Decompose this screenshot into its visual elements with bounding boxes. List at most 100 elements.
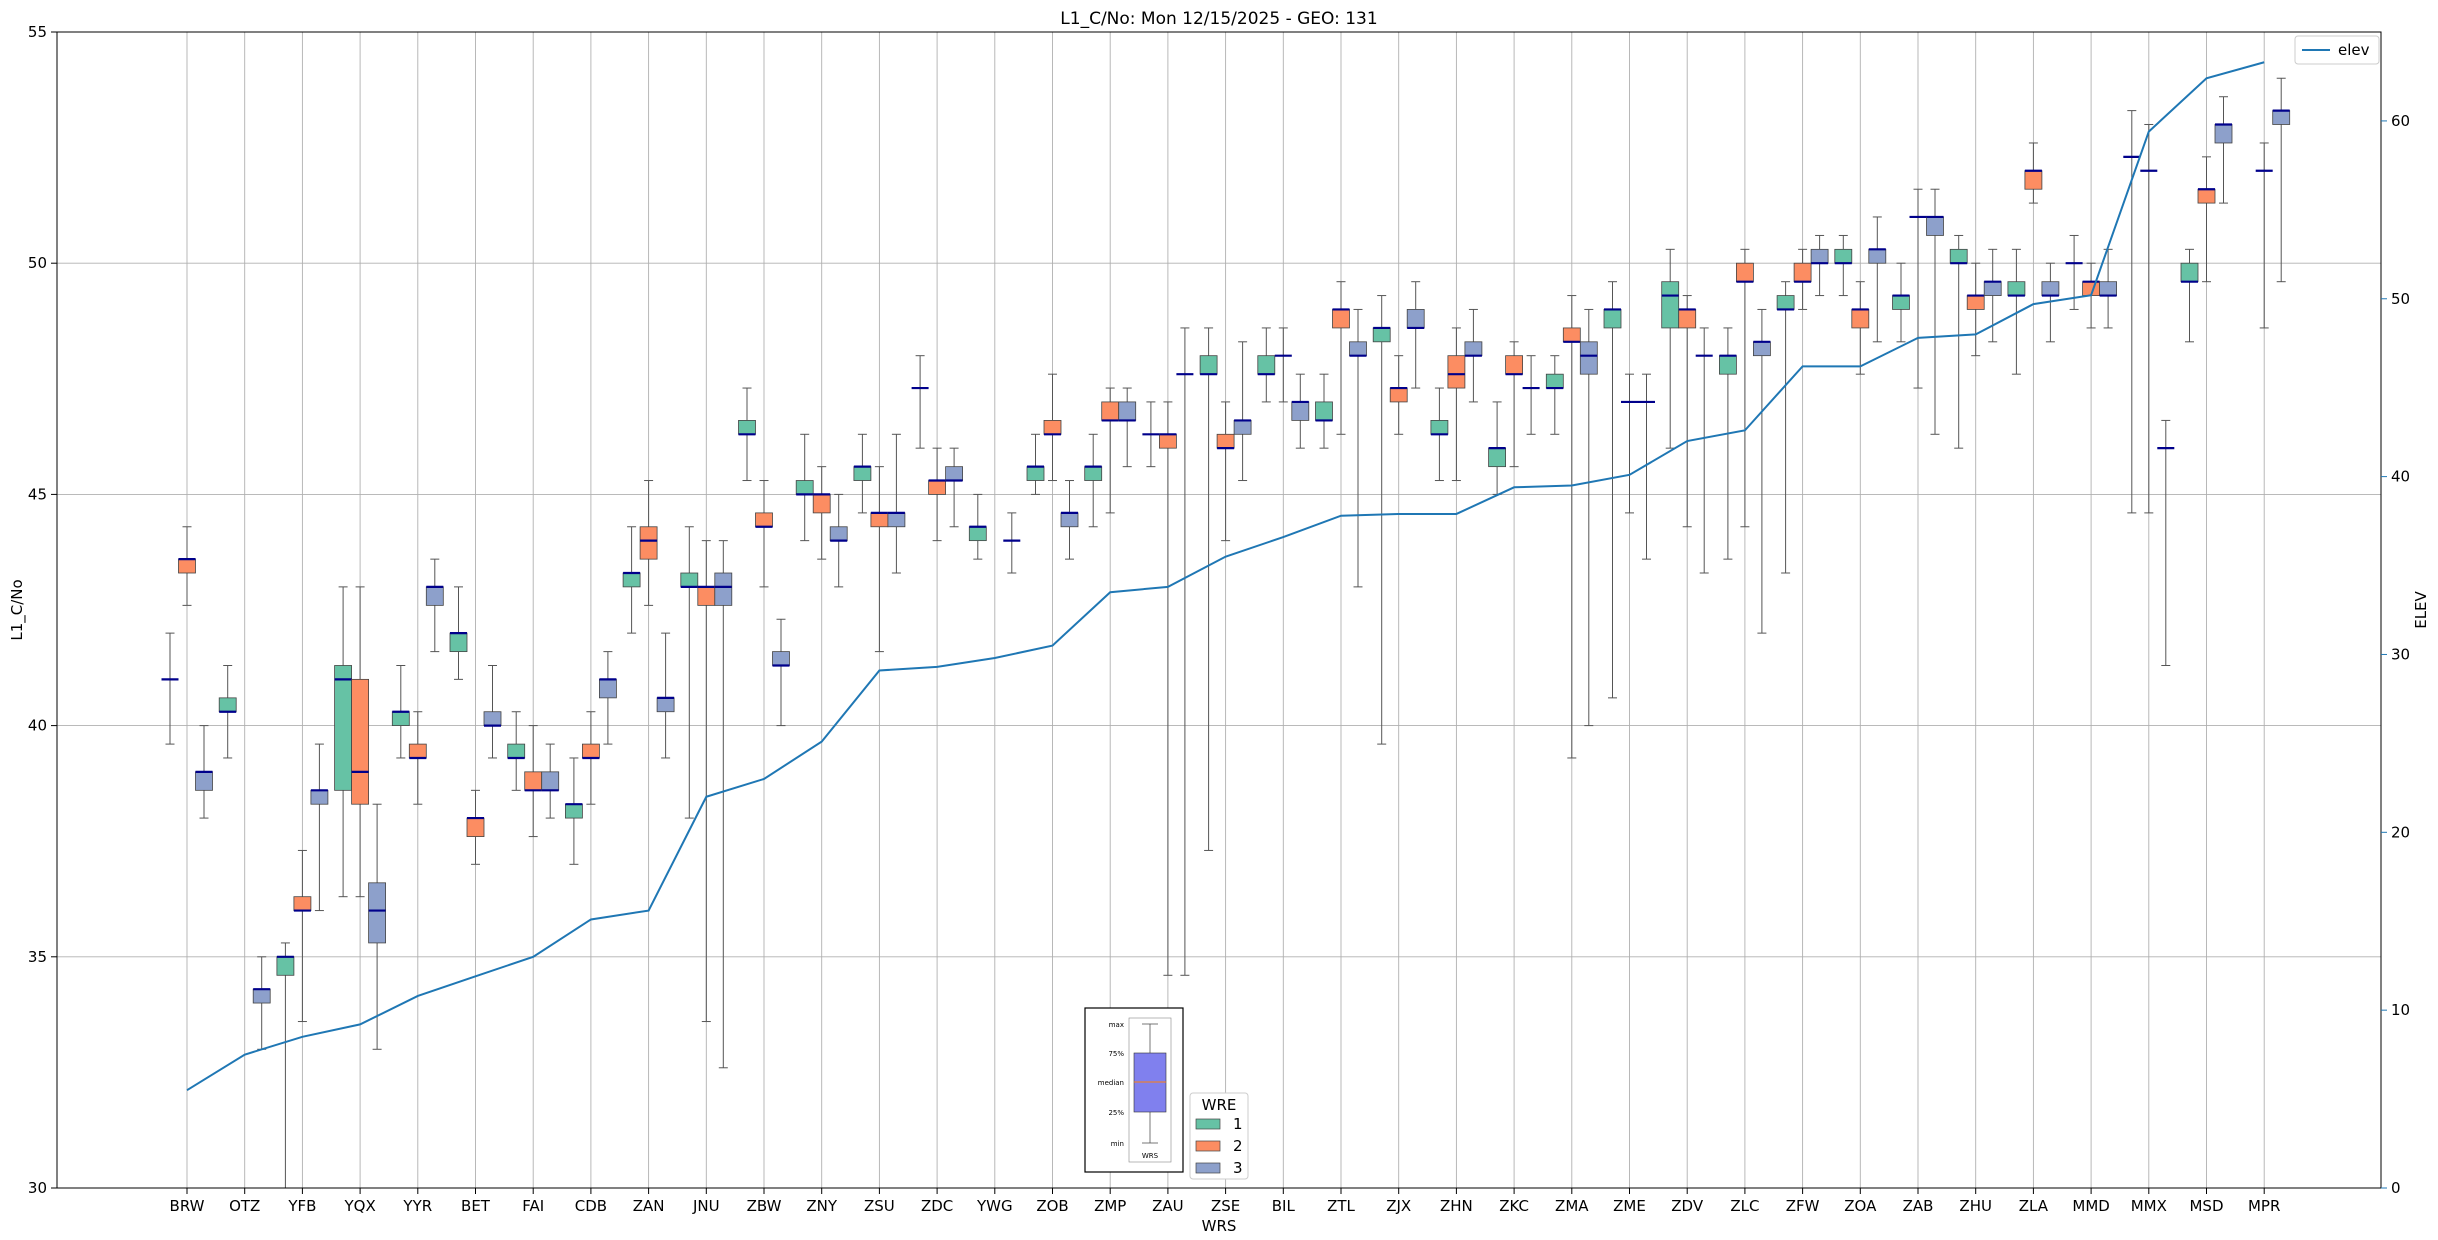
box-ZAN-wre-2: [639, 480, 658, 606]
box-key-label-median: median: [1098, 1079, 1124, 1087]
x-tick-label: BET: [461, 1197, 491, 1215]
box-body: [1488, 447, 1506, 468]
box-ZLA-wre-2: [2024, 142, 2043, 204]
elev-line: [186, 61, 2265, 1092]
box-body: [1776, 295, 1795, 310]
box-ZSU-wre-3: [887, 433, 906, 574]
box-YWG-wre-1: [968, 493, 987, 560]
y-axis-label: L1_C/No: [8, 579, 27, 640]
box-ZSU-wre-1: [853, 433, 872, 514]
y2-tick-label: 10: [2391, 1001, 2410, 1019]
x-axis-label: WRS: [1202, 1217, 1237, 1235]
x-tick-label: YYR: [402, 1197, 432, 1215]
box-body: [541, 771, 560, 791]
box-body: [1101, 401, 1120, 421]
box-ZAB-wre-1: [1892, 262, 1910, 343]
y-tick-label: 40: [28, 717, 47, 735]
box-ZHN-wre-2: [1447, 327, 1466, 482]
box-ZNY-wre-3: [829, 493, 848, 588]
box-YYR-wre-3: [425, 558, 444, 653]
box-ZLC-wre-2: [1736, 248, 1754, 528]
box-body: [1793, 262, 1812, 283]
x-tick-label: ZFW: [1786, 1197, 1820, 1215]
box-ZLA-wre-1: [2007, 248, 2026, 375]
box-body: [1315, 401, 1333, 421]
box-OTZ-wre-3: [252, 956, 271, 1050]
box-ZSE-wre-2: [1216, 401, 1235, 542]
box-ZME-wre-1: [1603, 281, 1622, 699]
box-body: [334, 665, 353, 791]
box-ZHU-wre-3: [1983, 248, 2002, 343]
box-ZMP-wre-3: [1118, 387, 1137, 468]
box-ZLA-wre-3: [2041, 262, 2060, 343]
box-body: [1430, 420, 1449, 435]
x-tick-label: ZKC: [1499, 1197, 1529, 1215]
wre-legend-label-3: 3: [1233, 1159, 1243, 1177]
box-CDB-wre-2: [582, 711, 600, 805]
box-body: [425, 586, 444, 606]
box-body: [310, 789, 329, 805]
x-tick-label: BIL: [1272, 1197, 1296, 1215]
x-tick-label: OTZ: [229, 1197, 260, 1215]
box-ZDC-wre-1: [911, 355, 929, 449]
box-ZDV-wre-2: [1678, 295, 1697, 528]
box-key-caption: WRS: [1142, 1152, 1159, 1160]
x-axis: BRW OTZ YFB YQX YYR BET FAI CDB ZAN JNU ZBW ZNY ZSU Z…: [170, 1188, 2280, 1215]
box-ZHU-wre-1: [1949, 234, 1968, 449]
x-tick-label: ZTL: [1327, 1197, 1355, 1215]
x-tick-label: MPR: [2248, 1197, 2280, 1215]
box-body: [928, 480, 946, 495]
box-ZMA-wre-1: [1545, 355, 1564, 435]
box-body: [2099, 281, 2118, 296]
box-MSD-wre-1: [2180, 248, 2199, 343]
box-YQX-wre-2: [351, 586, 370, 898]
box-ZAU-wre-3: [1176, 327, 1194, 976]
y-tick-label: 55: [28, 23, 47, 41]
box-BIL-wre-2: [1274, 327, 1292, 403]
x-tick-label: ZME: [1613, 1197, 1646, 1215]
box-body: [1159, 433, 1177, 449]
box-body: [507, 743, 526, 759]
box-body: [1562, 327, 1581, 343]
box-ZAB-wre-2: [1909, 188, 1927, 389]
box-ZSE-wre-3: [1233, 341, 1252, 482]
elev-legend: elev: [2294, 35, 2380, 65]
box-body: [1983, 281, 2002, 296]
box-body: [1233, 420, 1252, 435]
box-body: [795, 480, 814, 495]
box-MMX-wre-1: [2123, 110, 2141, 514]
y-tick-label: 45: [28, 485, 47, 503]
box-ZMP-wre-2: [1101, 387, 1120, 514]
box-ZLC-wre-1: [1719, 327, 1737, 560]
box-body: [276, 956, 295, 976]
box-body: [1603, 309, 1622, 329]
x-tick-label: ZAB: [1903, 1197, 1934, 1215]
box-body: [2272, 110, 2291, 125]
box-body: [887, 512, 906, 528]
box-ZJX-wre-3: [1406, 281, 1425, 389]
x-tick-label: MMD: [2072, 1197, 2109, 1215]
box-body: [408, 743, 427, 759]
box-key-label-q3: 75%: [1108, 1050, 1124, 1058]
y2-tick-label: 30: [2391, 645, 2410, 663]
box-ZAB-wre-3: [1926, 188, 1944, 435]
box-body: [178, 558, 196, 574]
box-body: [639, 526, 658, 560]
wre-legend-title: WRE: [1202, 1096, 1237, 1114]
box-body: [195, 771, 213, 791]
box-FAI-wre-3: [541, 743, 560, 819]
box-ZSE-wre-1: [1199, 327, 1218, 851]
box-FAI-wre-1: [507, 711, 526, 791]
box-ZMA-wre-3: [1579, 308, 1598, 727]
y2-tick-label: 40: [2391, 468, 2410, 486]
box-body: [1043, 420, 1062, 435]
y2-tick-label: 60: [2391, 112, 2410, 130]
box-body: [697, 586, 716, 606]
box-ZSU-wre-2: [870, 466, 889, 653]
box-body: [1372, 327, 1391, 343]
x-tick-label: ZDC: [921, 1197, 953, 1215]
box-ZNY-wre-2: [812, 466, 831, 560]
box-ZDV-wre-3: [1695, 327, 1713, 574]
box-ZKC-wre-3: [1522, 355, 1540, 435]
x-tick-label: ZLA: [2019, 1197, 2049, 1215]
